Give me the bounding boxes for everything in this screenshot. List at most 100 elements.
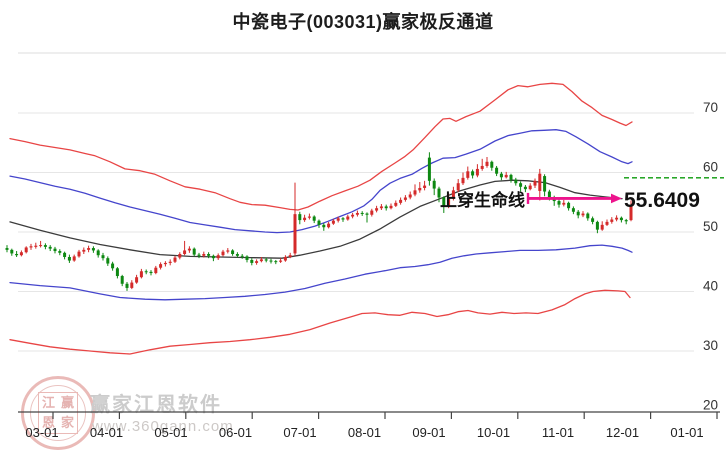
candle-up (533, 180, 537, 186)
lower-blue-line (9, 244, 633, 301)
candle-down (149, 271, 153, 274)
candle-up (423, 185, 427, 188)
candle-down (557, 201, 561, 205)
candle-down (207, 254, 211, 256)
candle-up (331, 220, 335, 224)
candle-up (413, 190, 417, 195)
candle-up (615, 217, 619, 220)
candle-down (509, 174, 513, 180)
candle-down (235, 254, 239, 256)
y-axis-label-40: 40 (703, 279, 718, 294)
candle-down (245, 256, 249, 260)
candle-up (336, 218, 340, 221)
candle-down (317, 220, 321, 225)
candle-up (178, 254, 182, 258)
candle-down (274, 261, 278, 263)
candle-up (355, 212, 359, 215)
candle-down (384, 206, 388, 209)
candle-up (154, 267, 158, 274)
candle-down (514, 179, 518, 184)
candle-up (581, 213, 585, 216)
x-axis-label: 11-01 (542, 425, 574, 440)
candle-up (163, 262, 167, 265)
x-axis-label: 08-01 (348, 425, 381, 440)
candle-up (394, 202, 398, 206)
candle-down (250, 259, 254, 263)
candle-up (130, 282, 134, 288)
candle-up (538, 173, 542, 191)
candle-up (375, 208, 379, 211)
candle-down (15, 254, 19, 256)
candle-down (91, 248, 95, 251)
candle-up (255, 261, 259, 263)
axes: 70 60 50 40 30 20 03-01 04-01 05-01 06-01 07-01 08-… (18, 100, 720, 440)
x-axis-label: 10-01 (477, 425, 510, 440)
candle-up (187, 248, 191, 251)
x-axis-label: 07-01 (283, 425, 316, 440)
candle-down (63, 252, 67, 257)
x-axis-label: 03-01 (25, 425, 58, 440)
candle-up (451, 190, 455, 199)
candle-down (543, 176, 547, 192)
candle-down (53, 248, 57, 252)
candle-down (240, 255, 244, 257)
candle-up (461, 177, 465, 184)
candle-up (77, 251, 81, 257)
candle-down (495, 167, 499, 174)
x-axis-label: 06-01 (219, 425, 252, 440)
candle-up (562, 202, 566, 205)
y-axis-label-30: 30 (703, 338, 718, 353)
y-axis-label-20: 20 (703, 398, 718, 413)
candle-up (24, 247, 28, 253)
candle-down (519, 183, 523, 187)
candle-down (211, 255, 215, 259)
candle-up (216, 255, 220, 259)
signal-arrow-head (611, 193, 622, 204)
channel-lines (9, 82, 724, 355)
candle-down (591, 218, 595, 222)
candle-down (624, 220, 628, 222)
candle-down (499, 173, 503, 178)
candle-down (43, 245, 47, 247)
candle-up (351, 214, 355, 217)
candle-up (259, 259, 263, 262)
candle-up (466, 171, 470, 178)
candle-up (399, 199, 403, 203)
candle-down (58, 251, 62, 253)
y-axis-label-70: 70 (703, 100, 718, 115)
candle-up (72, 256, 76, 261)
watermark-brand-text: 赢家江恩软件 (90, 394, 222, 416)
lower-red-line (9, 289, 631, 355)
candle-up (600, 224, 604, 230)
candle-up (39, 245, 43, 247)
candle-down (67, 256, 71, 261)
brand-seal-logo: 江 赢 恩 家 (21, 376, 95, 450)
candle-up (168, 261, 172, 263)
candle-down (442, 197, 446, 208)
candle-down (523, 186, 527, 190)
candle-up (307, 216, 311, 218)
candle-up (293, 214, 297, 254)
gridlines (18, 52, 726, 352)
candle-up (279, 260, 283, 262)
candle-down (437, 188, 441, 198)
candle-up (159, 264, 163, 268)
upper-red-line (9, 82, 633, 211)
x-axis-label: 05-01 (154, 425, 187, 440)
candle-down (10, 249, 14, 254)
candle-up (29, 246, 33, 248)
candle-down (120, 276, 124, 284)
candle-down (427, 157, 431, 181)
candle-up (202, 254, 206, 256)
candle-down (595, 221, 599, 230)
candle-up (610, 219, 614, 222)
x-axis-label: 04-01 (90, 425, 123, 440)
y-axis-label-60: 60 (703, 160, 718, 175)
candle-down (432, 180, 436, 189)
candle-down (322, 224, 326, 228)
candle-down (264, 259, 268, 261)
candle-up (288, 255, 292, 257)
candle-down (197, 254, 201, 256)
